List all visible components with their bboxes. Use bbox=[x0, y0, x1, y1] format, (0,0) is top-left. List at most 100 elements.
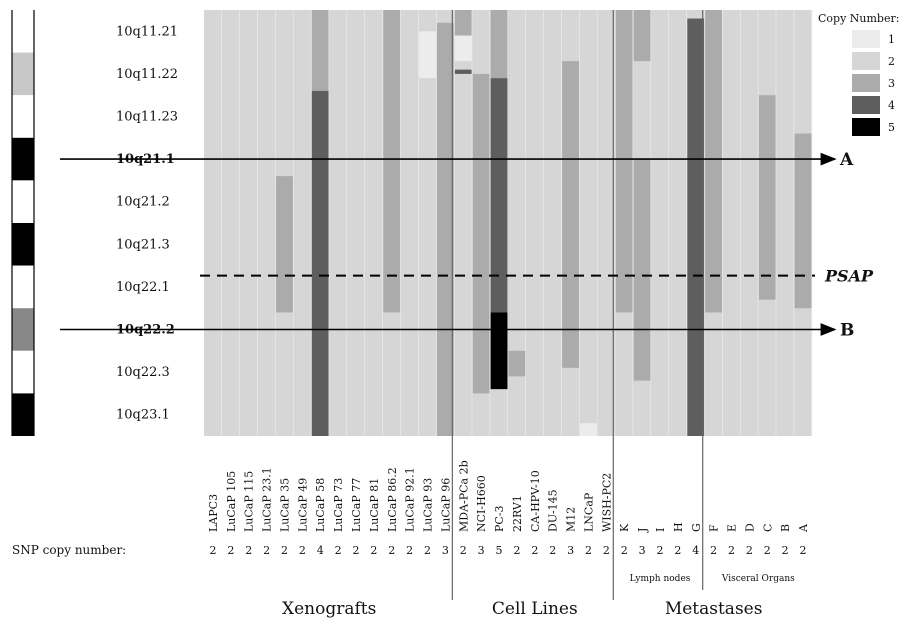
sample-label: PC-3 bbox=[493, 505, 506, 532]
copy-number-segment bbox=[311, 10, 329, 91]
band-label: 10q21.2 bbox=[116, 195, 170, 210]
heatmap-column bbox=[239, 10, 258, 436]
heatmap-column bbox=[722, 10, 741, 436]
snp-copy-number-value: 2 bbox=[674, 544, 681, 557]
copy-number-segment bbox=[758, 95, 776, 300]
heatmap-column bbox=[364, 10, 383, 436]
copy-number-segment bbox=[490, 78, 508, 313]
snp-copy-number-value: 2 bbox=[460, 544, 467, 557]
legend-value: 1 bbox=[888, 33, 895, 46]
sample-label: C bbox=[761, 524, 774, 532]
legend-value: 5 bbox=[888, 121, 895, 134]
heatmap-column bbox=[400, 10, 419, 436]
snp-copy-number-value: 2 bbox=[782, 544, 789, 557]
copy-number-segment bbox=[454, 69, 472, 74]
ideogram-band bbox=[12, 350, 34, 394]
snp-copy-number-value: 2 bbox=[728, 544, 735, 557]
snp-copy-number-value: 2 bbox=[263, 544, 270, 557]
snp-copy-number-value: 2 bbox=[531, 544, 538, 557]
sample-label: LuCaP 93 bbox=[422, 478, 435, 532]
snp-copy-number-value: 3 bbox=[478, 544, 485, 557]
copy-number-segment bbox=[454, 10, 472, 36]
copy-number-segment bbox=[490, 312, 508, 390]
copy-number-legend: Copy Number: 1 2 3 4 5 bbox=[818, 12, 899, 136]
sample-label: I bbox=[654, 528, 667, 532]
snp-copy-number-value: 2 bbox=[746, 544, 753, 557]
ideogram-band bbox=[12, 180, 34, 223]
legend-title: Copy Number: bbox=[818, 12, 899, 25]
band-labels: 10q11.2110q11.2210q11.2310q21.110q21.210… bbox=[116, 24, 178, 422]
group-labels: Xenografts Cell Lines Metastases Lymph node… bbox=[282, 574, 795, 619]
sample-label: CA-HPV-10 bbox=[529, 470, 542, 532]
snp-copy-number-value: 2 bbox=[353, 544, 360, 557]
heatmap-column bbox=[257, 10, 276, 436]
ideogram-band bbox=[12, 95, 34, 138]
sample-label: 22RV1 bbox=[511, 495, 524, 532]
copy-number-segment bbox=[311, 90, 329, 436]
snp-copy-number-value: 2 bbox=[585, 544, 592, 557]
snp-copy-number-value: 2 bbox=[209, 544, 216, 557]
band-label: 10q11.22 bbox=[116, 67, 178, 82]
snp-copy-number-value: 2 bbox=[621, 544, 628, 557]
snp-copy-number-value: 2 bbox=[603, 544, 610, 557]
band-label: 10q11.21 bbox=[116, 24, 178, 39]
copy-number-segment bbox=[633, 159, 651, 381]
ideogram-band bbox=[12, 52, 34, 96]
copy-number-segment bbox=[472, 73, 490, 394]
snp-copy-number-value: 2 bbox=[245, 544, 252, 557]
sample-label: NCI-H660 bbox=[475, 475, 488, 532]
snp-copy-number-row: SNP copy number: 2 2 2 2 2 2 4 2 2 2 2 2 2 3 2 3 5 2 2 2 3 2 2 2… bbox=[12, 543, 807, 557]
sample-label: E bbox=[726, 524, 739, 532]
snp-copy-number-value: 2 bbox=[388, 544, 395, 557]
snp-copy-number-value: 2 bbox=[227, 544, 234, 557]
chromosome-ideogram bbox=[11, 10, 35, 436]
band-label: 10q23.1 bbox=[116, 408, 170, 423]
group-label-xenografts: Xenografts bbox=[282, 599, 376, 619]
arrow-label: A bbox=[839, 150, 854, 170]
copy-number-segment bbox=[383, 10, 401, 313]
sample-label: LuCaP 73 bbox=[332, 478, 345, 532]
sample-label: M12 bbox=[565, 507, 578, 532]
heatmap-column bbox=[651, 10, 669, 436]
heatmap-column bbox=[525, 10, 544, 436]
sample-label: LuCaP 23.1 bbox=[261, 467, 274, 532]
band-label: 10q21.3 bbox=[116, 237, 170, 252]
ideogram-band bbox=[12, 308, 34, 351]
legend-swatch bbox=[852, 96, 880, 114]
heatmap-column bbox=[579, 10, 598, 436]
band-label: 10q22.3 bbox=[116, 365, 170, 380]
copy-number-segment bbox=[454, 35, 472, 62]
legend-swatch bbox=[852, 118, 880, 136]
sample-labels: LAPC3 LuCaP 105 LuCaP 115 LuCaP 23.1 LuCaP 3… bbox=[207, 460, 810, 533]
group-separators bbox=[451, 10, 704, 600]
sample-label: LNCaP bbox=[582, 492, 595, 532]
snp-copy-number-value: 2 bbox=[424, 544, 431, 557]
sample-label: LuCaP 81 bbox=[368, 478, 381, 532]
legend-value: 3 bbox=[888, 77, 895, 90]
sample-label: K bbox=[618, 523, 631, 532]
ideogram-band bbox=[12, 265, 34, 309]
snp-copy-number-value: 4 bbox=[317, 544, 324, 557]
copy-number-segment bbox=[562, 61, 580, 368]
group-label-cell-lines: Cell Lines bbox=[492, 599, 578, 619]
sample-label: H bbox=[672, 522, 685, 532]
copy-number-segment bbox=[580, 423, 597, 436]
snp-copy-number-value: 4 bbox=[692, 544, 699, 557]
heatmap-column bbox=[597, 10, 616, 436]
copy-number-segment bbox=[276, 176, 293, 313]
snp-copy-number-value: 3 bbox=[442, 544, 449, 557]
copy-number-segment bbox=[490, 10, 508, 79]
copy-number-segment bbox=[419, 31, 436, 79]
copy-number-segment bbox=[508, 350, 526, 377]
legend-swatch bbox=[852, 74, 880, 92]
snp-copy-number-value: 2 bbox=[657, 544, 664, 557]
ideogram-band bbox=[12, 393, 34, 436]
snp-copy-number-value: 2 bbox=[281, 544, 288, 557]
heatmap-column bbox=[347, 10, 365, 436]
heatmap-column bbox=[668, 10, 687, 436]
legend-swatch bbox=[852, 30, 880, 48]
arrow-label: B bbox=[840, 321, 854, 341]
legend-value: 2 bbox=[888, 55, 895, 68]
sample-label: LuCaP 86.2 bbox=[386, 467, 399, 532]
